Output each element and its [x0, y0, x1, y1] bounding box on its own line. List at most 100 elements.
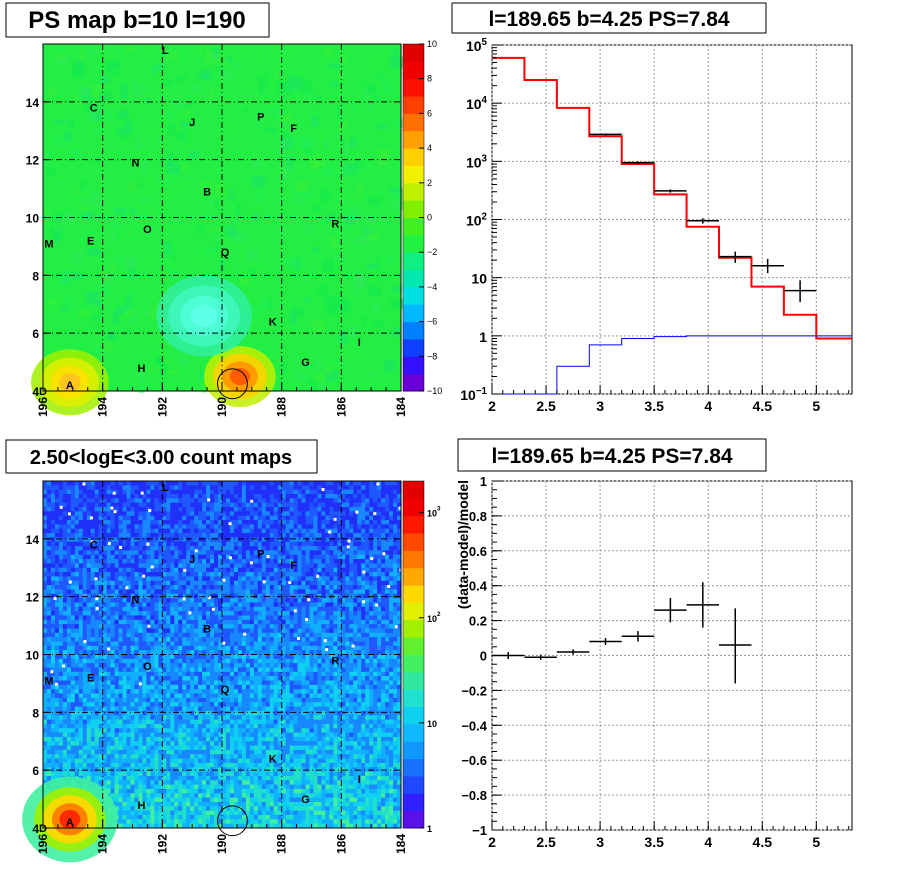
count-map-cell [385, 489, 390, 495]
count-map-cell [377, 550, 382, 556]
y-tick-label: 4 [32, 385, 39, 399]
count-map-cell [74, 485, 80, 491]
count-map-cell [381, 520, 386, 525]
count-map-cell [66, 615, 72, 621]
count-map-cell [190, 567, 195, 573]
count-map-cell [162, 576, 167, 582]
count-map-cell [345, 589, 350, 595]
count-map-cell [341, 663, 346, 669]
map-texture-cell [140, 196, 150, 205]
count-map-cell [122, 515, 128, 521]
count-map-cell [361, 624, 366, 629]
count-map-cell [261, 684, 267, 690]
count-map-cell [146, 611, 151, 616]
count-map-cell [229, 654, 235, 660]
count-map-cell [50, 563, 56, 569]
count-map-cell [317, 524, 322, 530]
count-map-cell [313, 489, 318, 495]
count-map-cell [357, 481, 362, 486]
count-map-cell [198, 598, 203, 603]
count-map-cell [122, 650, 128, 655]
count-map-cell [106, 511, 112, 517]
count-map-cell [182, 498, 187, 504]
count-map-cell [106, 632, 112, 638]
count-map-cell [54, 550, 60, 556]
count-map-cell [317, 628, 322, 634]
count-map-cell [309, 528, 314, 534]
map-texture-cell [391, 285, 402, 293]
count-map-cell [285, 593, 291, 599]
count-map-cell [198, 641, 203, 647]
count-map-cell [369, 611, 374, 616]
map-texture-cell [308, 379, 318, 392]
count-map-cell [46, 481, 52, 486]
count-map-cell [174, 667, 179, 673]
count-map-cell [317, 611, 322, 616]
count-map-cell [50, 641, 56, 647]
count-map-cell [182, 515, 187, 521]
count-map-cell [309, 680, 314, 686]
count-map-cell [94, 507, 100, 512]
count-map-cell [198, 619, 203, 625]
count-map-cell [178, 537, 183, 543]
map-texture-cell [254, 117, 263, 128]
count-map-cell [297, 606, 303, 612]
count-map-cell [98, 485, 104, 491]
count-map-cell [82, 598, 88, 603]
count-map-cell [178, 528, 183, 534]
count-map-cell [325, 602, 330, 608]
count-map-cell [182, 650, 187, 655]
count-map-cell [317, 528, 322, 534]
count-map-cell [257, 520, 263, 525]
map-texture-cell [372, 218, 383, 231]
map-texture-cell [201, 179, 214, 194]
count-map-cell [293, 624, 299, 629]
count-map-cell [313, 628, 318, 634]
count-map-cell [150, 628, 155, 634]
count-map-cell [361, 481, 366, 486]
x-tick-label: 3 [596, 398, 604, 414]
count-map-cell [309, 546, 314, 551]
count-map-cell [134, 628, 139, 634]
count-map-cell [237, 663, 243, 669]
count-map-cell [194, 611, 199, 616]
count-map-cell [182, 554, 187, 560]
count-map-cell [70, 498, 76, 504]
count-map-cell [245, 537, 251, 543]
count-map-cell [50, 498, 56, 504]
count-map-cell [170, 671, 175, 677]
count-map-cell [74, 567, 80, 573]
count-map-cell [142, 559, 147, 564]
count-map-cell [309, 567, 314, 573]
count-map-cell [182, 611, 187, 616]
count-map-cell [265, 572, 271, 577]
count-map-cell [62, 485, 68, 491]
count-map-cell [102, 559, 108, 564]
count-map-cell [74, 533, 80, 538]
count-map-cell [214, 654, 219, 660]
count-map-cell [166, 593, 171, 599]
count-map-cell [249, 602, 255, 608]
count-map-cell [357, 507, 362, 512]
count-map-cell [233, 684, 239, 690]
count-map-cell [158, 528, 163, 534]
count-map-cell [305, 606, 311, 612]
count-map-cell [237, 632, 243, 638]
count-map-cell [146, 567, 151, 573]
count-map-cell [54, 624, 60, 629]
colorbar-segment [403, 373, 424, 392]
count-map-cell [170, 489, 175, 495]
count-map-cell [114, 528, 120, 534]
count-map-cell [166, 511, 171, 517]
count-map-cell [134, 589, 139, 595]
count-map-cell [381, 628, 386, 634]
count-map-cell [82, 515, 88, 521]
count-map-cell [154, 606, 159, 612]
count-map-cell [62, 598, 68, 603]
count-map-cell [182, 502, 187, 508]
count-map-cell [222, 528, 227, 534]
count-map-cell [130, 602, 135, 608]
count-map-cell [237, 654, 243, 660]
count-map-cell [162, 680, 167, 686]
count-map-cell [381, 559, 386, 564]
